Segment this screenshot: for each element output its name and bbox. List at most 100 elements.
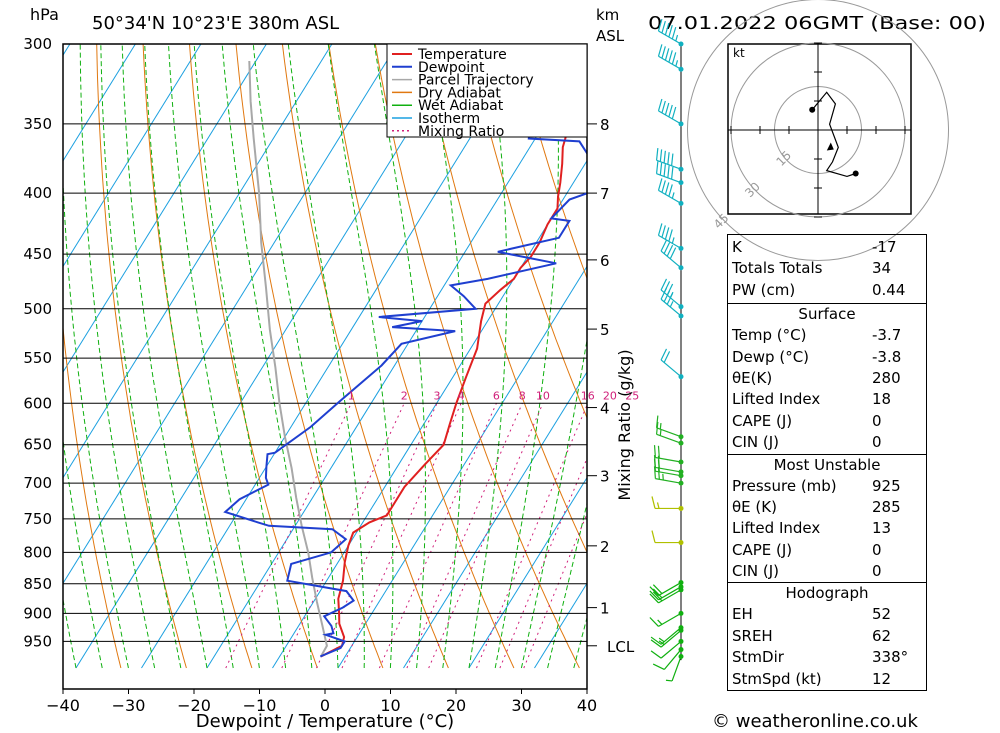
wind-barb-flag (657, 445, 660, 459)
x-axis: −40 −30 −20 −10 0 10 20 30 40 (46, 689, 597, 715)
wind-barb-flag (671, 52, 677, 65)
wind-barb-flag (664, 48, 670, 61)
index-label: Totals Totals (732, 259, 823, 278)
index-label: CIN (J) (732, 433, 780, 452)
index-value: 285 (872, 497, 901, 516)
index-label: K (732, 238, 742, 256)
index-value: 18 (872, 390, 892, 409)
wet-adiabat-line (221, 44, 313, 669)
pressure-tick-label: 400 (23, 184, 52, 202)
wind-barb-flag (657, 18, 663, 32)
wind-barb (655, 161, 684, 186)
most-unstable-table: Most Unstable Pressure (mb) 925 θE (K) 285 L… (727, 453, 927, 583)
wind-barb-flag (666, 244, 674, 257)
wind-barb-flag (660, 278, 668, 291)
isotherm-line (206, 54, 587, 669)
wind-barb-staff (658, 612, 682, 627)
dry-adiabat-line (96, 44, 187, 669)
wind-barb-half (665, 679, 673, 682)
wind-barb-flag (657, 466, 660, 480)
wind-barb (652, 647, 684, 671)
x-tick-label: −40 (46, 696, 80, 715)
x-tick-label: −10 (243, 696, 277, 715)
index-value: 925 (872, 476, 901, 495)
legend-label: Mixing Ratio (418, 124, 504, 140)
wind-barb-flag (666, 293, 674, 305)
hodograph-unit: kt (733, 46, 745, 60)
index-label: PW (cm) (732, 280, 796, 299)
legend-box (386, 43, 588, 138)
wind-barb (649, 587, 684, 604)
mixing-ratio-labels: 1 2 3 4 6 8 10 16 20 25 (348, 389, 640, 402)
isotherm-line (0, 44, 4, 668)
wind-barb (657, 18, 684, 47)
hodograph-ring (687, 0, 949, 261)
index-row: CIN (J) 0 (728, 432, 926, 453)
x-tick-label: −30 (112, 696, 146, 715)
surface-title: Surface (798, 305, 856, 324)
x-tick-label: −20 (177, 696, 211, 715)
wind-barb-flag (664, 182, 670, 195)
x-tick-label: 40 (577, 696, 597, 715)
index-row: StmSpd (kt) 12 (728, 669, 926, 690)
surface-table: Surface Temp (°C) -3.7 Dewp (°C) -3.8 θE(K) 2… (727, 303, 927, 454)
wind-barb-flag (657, 178, 663, 191)
wind-barb-flag (653, 445, 656, 458)
wind-barb-staff (658, 110, 682, 125)
wind-barb (657, 178, 684, 206)
legend-label: Parcel Trajectory (418, 73, 534, 89)
wind-barb (653, 466, 684, 486)
wind-barb-flag (668, 50, 673, 63)
wet-adiabat-line (168, 44, 260, 669)
wind-barb-flag (671, 26, 677, 40)
hodograph-indices-table: Hodograph EH 52 SREH 62 StmDir 338° StmSpd (kt… (727, 582, 927, 692)
wind-profile (649, 18, 684, 682)
wind-barb (649, 610, 684, 627)
hodograph-trace (811, 91, 856, 178)
mixing-ratio-label: 8 (519, 389, 526, 402)
wind-barb-flag (663, 164, 666, 177)
wind-barb-flag (651, 496, 656, 509)
isotherm-line (468, 476, 587, 669)
wet-adiabat-line (287, 44, 365, 668)
index-row: Temp (°C) -3.7 (728, 325, 926, 346)
wet-adiabat-line (63, 171, 129, 669)
wind-barb-flag (667, 152, 670, 165)
wind-barb-flag (661, 20, 666, 34)
wind-barb-flag (655, 415, 659, 428)
wind-barb-staff (658, 589, 682, 604)
index-label: StmDir (732, 648, 784, 667)
wind-barb-half (675, 34, 679, 42)
wind-barb-flag (650, 636, 662, 645)
wind-barb-staff (658, 189, 682, 204)
height-tick-label: 2 (600, 538, 610, 556)
index-row: θE (K) 285 (728, 497, 926, 518)
height-unit: km (596, 6, 619, 24)
height-tick-label: 6 (600, 252, 610, 270)
pressure-axis: 300 350 400 450 500 550 600 650 700 750 800 850 900 9… (23, 35, 52, 650)
wind-barb (651, 530, 684, 546)
dry-adiabat-line (979, 44, 1000, 668)
hodograph-end-dot (852, 170, 859, 177)
wind-barb-staff (658, 30, 682, 45)
wind-barb-flag (655, 147, 659, 161)
wind-barb-staff (655, 478, 682, 484)
x-axis-title: Dewpoint / Temperature (°C) (196, 711, 454, 732)
height-tick-label: 4 (600, 400, 610, 418)
index-row: EH 52 (728, 604, 926, 625)
mixing-ratio-label: 20 (603, 389, 617, 402)
mixing-ratio-line (225, 403, 352, 669)
mixing-ratio-label: 2 (401, 389, 408, 402)
wind-barb (655, 421, 684, 446)
wind-barb-flag (661, 100, 666, 114)
isotherm-line (75, 44, 464, 669)
wind-barb-half (675, 60, 679, 67)
wind-barb-half (656, 502, 660, 509)
wind-barb-staff (658, 586, 682, 601)
height-axis: 8 7 6 5 4 3 2 1 LCL (587, 116, 635, 656)
wind-barb-half (658, 640, 665, 646)
pressure-tick-label: 750 (23, 510, 52, 528)
index-label: CIN (J) (732, 562, 780, 581)
index-row: Pressure (mb) 925 (728, 476, 926, 497)
